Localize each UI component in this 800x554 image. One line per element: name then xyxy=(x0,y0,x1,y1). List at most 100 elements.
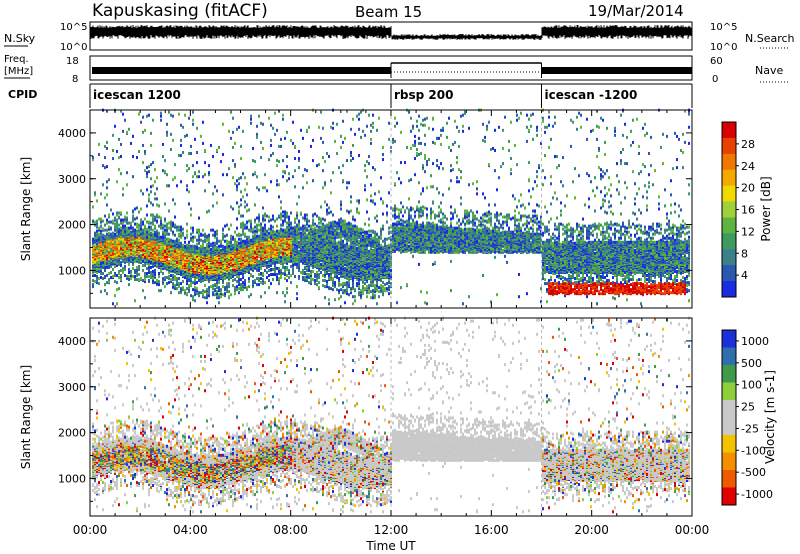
cell xyxy=(102,277,104,280)
cell xyxy=(312,179,314,182)
cell xyxy=(318,126,320,129)
cell xyxy=(296,285,298,288)
cell xyxy=(178,242,180,245)
cell xyxy=(214,185,216,188)
cell xyxy=(296,297,298,300)
cell xyxy=(242,274,244,277)
cell xyxy=(222,228,224,231)
cell xyxy=(94,274,96,277)
cell xyxy=(246,226,248,229)
cell xyxy=(130,277,132,280)
cell xyxy=(198,294,200,297)
cell xyxy=(302,225,304,228)
cell xyxy=(308,273,310,276)
cell xyxy=(320,226,322,229)
cell xyxy=(248,285,250,288)
cell xyxy=(186,230,188,233)
cell xyxy=(326,224,328,227)
cell xyxy=(100,233,102,236)
cell xyxy=(128,268,130,271)
cell xyxy=(320,218,322,221)
cell xyxy=(208,234,210,237)
cell xyxy=(318,222,320,225)
cell xyxy=(160,236,162,239)
cell xyxy=(198,229,200,232)
cell xyxy=(112,268,114,271)
cell xyxy=(196,281,198,284)
cell xyxy=(288,177,290,180)
cell xyxy=(234,286,236,289)
cell xyxy=(192,164,194,167)
cell xyxy=(280,145,282,148)
cell xyxy=(170,239,172,242)
cell xyxy=(152,229,154,232)
cell xyxy=(286,279,288,282)
cell xyxy=(306,269,308,272)
cell xyxy=(268,158,270,161)
cell xyxy=(262,218,264,221)
nsky-tick-high: 10^5 xyxy=(60,22,87,33)
cell xyxy=(100,218,102,221)
cell xyxy=(256,133,258,136)
freq-tick-low: 8 xyxy=(72,74,78,85)
cell xyxy=(226,282,228,285)
cell xyxy=(100,225,102,228)
cell xyxy=(320,271,322,274)
cell xyxy=(284,273,286,276)
cell xyxy=(262,147,264,150)
cell xyxy=(312,139,314,142)
cell xyxy=(174,224,176,227)
cell xyxy=(246,193,248,196)
cell xyxy=(182,126,184,129)
cell xyxy=(308,126,310,129)
cell xyxy=(312,278,314,281)
cell xyxy=(216,290,218,293)
cell xyxy=(150,232,152,235)
cell xyxy=(114,125,116,128)
cell xyxy=(106,229,108,232)
cell xyxy=(160,119,162,122)
cell xyxy=(234,231,236,234)
cell xyxy=(184,135,186,138)
cell xyxy=(276,225,278,228)
cell xyxy=(270,154,272,157)
cell xyxy=(158,204,160,207)
cell xyxy=(136,230,138,233)
cell xyxy=(150,271,152,274)
cell xyxy=(234,163,236,166)
cell xyxy=(132,215,134,218)
cell xyxy=(334,140,336,143)
cell xyxy=(188,117,190,120)
cell xyxy=(146,228,148,231)
cell xyxy=(236,184,238,187)
cell xyxy=(294,226,296,229)
cell xyxy=(268,286,270,289)
cell xyxy=(148,221,150,224)
cell xyxy=(264,173,266,176)
cell xyxy=(174,275,176,278)
cell xyxy=(186,292,188,295)
cell xyxy=(116,281,118,284)
cell xyxy=(148,114,150,117)
cell xyxy=(282,245,284,248)
cell xyxy=(222,153,224,156)
cell xyxy=(268,220,270,223)
cell xyxy=(268,228,270,231)
cell xyxy=(252,147,254,150)
cell xyxy=(244,200,246,203)
cell xyxy=(260,281,262,284)
cell xyxy=(162,272,164,275)
cell xyxy=(264,269,266,272)
cell xyxy=(270,282,272,285)
cell xyxy=(228,245,230,248)
cell xyxy=(216,230,218,233)
cell xyxy=(132,218,134,221)
cell xyxy=(172,222,174,225)
cell xyxy=(192,227,194,230)
cell xyxy=(286,287,288,290)
cell xyxy=(110,276,112,279)
cell xyxy=(314,223,316,226)
cell xyxy=(264,233,266,236)
cell xyxy=(194,171,196,174)
cell xyxy=(96,226,98,229)
